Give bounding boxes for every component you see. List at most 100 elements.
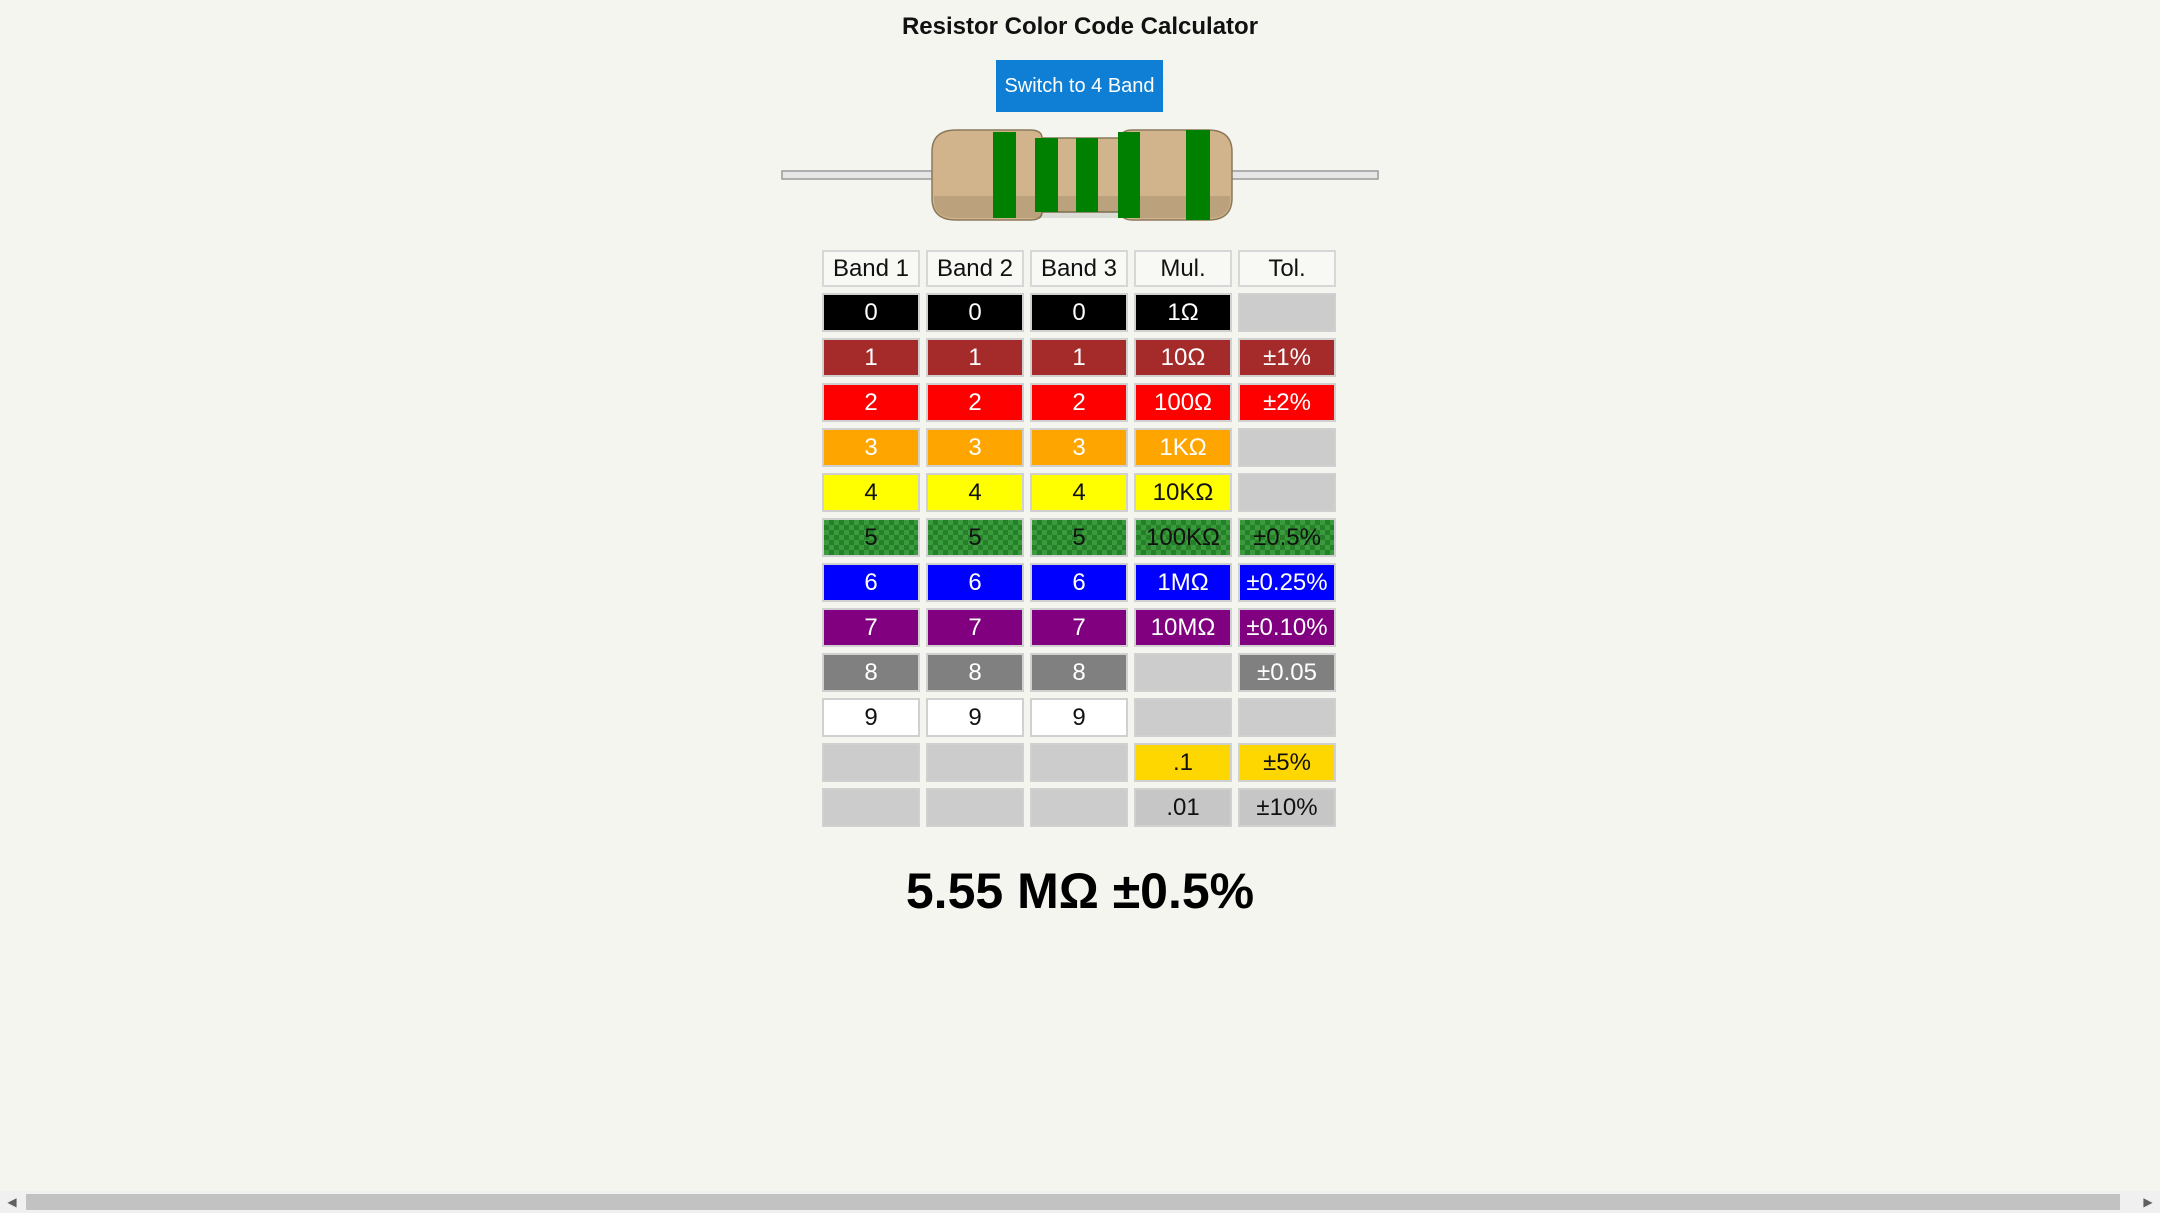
tolerance-option-red[interactable]: ±2% xyxy=(1238,383,1336,422)
band-3-option-yellow[interactable]: 4 xyxy=(1030,473,1128,512)
band-1-option-yellow[interactable]: 4 xyxy=(822,473,920,512)
band-table-body: 0 0 0 1Ω 1 1 1 10Ω ±1% 2 2 2 100Ω ±2% 3 3 3 1KΩ 4 4 4 10KΩ 5 5 5… xyxy=(822,293,1336,827)
band-1-option-red[interactable]: 2 xyxy=(822,383,920,422)
band-cell: 10Ω xyxy=(1134,338,1232,377)
band-2-option-black[interactable]: 0 xyxy=(926,293,1024,332)
band-1-option-brown[interactable]: 1 xyxy=(822,338,920,377)
resistor-band-1 xyxy=(993,132,1016,218)
scroll-right-arrow-icon[interactable]: ▶ xyxy=(2143,1195,2153,1209)
band-row: .01 ±10% xyxy=(822,788,1336,827)
tolerance-option-gray[interactable]: ±0.05 xyxy=(1238,653,1336,692)
band-3-option-red[interactable]: 2 xyxy=(1030,383,1128,422)
band-3-option-orange[interactable]: 3 xyxy=(1030,428,1128,467)
band-3-option-violet[interactable]: 7 xyxy=(1030,608,1128,647)
resistance-result: 5.55 MΩ ±0.5% xyxy=(905,863,1255,919)
band-1-option-orange[interactable]: 3 xyxy=(822,428,920,467)
band-1-option-violet[interactable]: 7 xyxy=(822,608,920,647)
scroll-left-arrow-icon[interactable]: ◀ xyxy=(7,1195,17,1209)
column-header: Tol. xyxy=(1238,250,1336,287)
band-3-option-gray[interactable]: 8 xyxy=(1030,653,1128,692)
band-2-option-red[interactable]: 2 xyxy=(926,383,1024,422)
band-cell xyxy=(926,788,1024,827)
band-cell: 1 xyxy=(926,338,1024,377)
band-cell: 5 xyxy=(822,518,920,557)
band-2-option-gray[interactable]: 8 xyxy=(926,653,1024,692)
switch-band-mode-button[interactable]: Switch to 4 Band xyxy=(996,60,1163,112)
band-cell: 2 xyxy=(822,383,920,422)
resistor-band-4 xyxy=(1118,132,1140,218)
multiplier-option-silver[interactable]: .01 xyxy=(1134,788,1232,827)
multiplier-option-yellow[interactable]: 10KΩ xyxy=(1134,473,1232,512)
scrollbar-thumb[interactable] xyxy=(26,1194,2120,1210)
band-cell: 8 xyxy=(822,653,920,692)
resistor-band-2 xyxy=(1035,138,1058,212)
band-2-option-white[interactable]: 9 xyxy=(926,698,1024,737)
band-2-option-violet[interactable]: 7 xyxy=(926,608,1024,647)
resistor-illustration xyxy=(781,129,1379,221)
band-1-option-white[interactable]: 9 xyxy=(822,698,920,737)
empty-cell xyxy=(822,788,920,827)
tolerance-option-silver[interactable]: ±10% xyxy=(1238,788,1336,827)
band-row: 2 2 2 100Ω ±2% xyxy=(822,383,1336,422)
band-1-option-gray[interactable]: 8 xyxy=(822,653,920,692)
empty-cell xyxy=(926,743,1024,782)
band-2-option-yellow[interactable]: 4 xyxy=(926,473,1024,512)
band-cell: 10KΩ xyxy=(1134,473,1232,512)
band-3-option-black[interactable]: 0 xyxy=(1030,293,1128,332)
empty-cell xyxy=(1134,653,1232,692)
bottom-edge xyxy=(0,1213,2160,1217)
band-cell: 1Ω xyxy=(1134,293,1232,332)
multiplier-option-orange[interactable]: 1KΩ xyxy=(1134,428,1232,467)
band-3-option-brown[interactable]: 1 xyxy=(1030,338,1128,377)
band-cell: 1 xyxy=(1030,338,1128,377)
band-cell: 6 xyxy=(822,563,920,602)
band-2-option-blue[interactable]: 6 xyxy=(926,563,1024,602)
band-cell: 1KΩ xyxy=(1134,428,1232,467)
band-3-option-green[interactable]: 5 xyxy=(1030,518,1128,557)
band-cell: 3 xyxy=(926,428,1024,467)
band-cell: ±10% xyxy=(1238,788,1336,827)
tolerance-option-violet[interactable]: ±0.10% xyxy=(1238,608,1336,647)
band-3-option-white[interactable]: 9 xyxy=(1030,698,1128,737)
multiplier-option-violet[interactable]: 10MΩ xyxy=(1134,608,1232,647)
band-cell: 3 xyxy=(822,428,920,467)
multiplier-option-black[interactable]: 1Ω xyxy=(1134,293,1232,332)
band-cell: 7 xyxy=(1030,608,1128,647)
band-1-option-black[interactable]: 0 xyxy=(822,293,920,332)
horizontal-scrollbar[interactable]: ◀ ▶ xyxy=(0,1191,2160,1213)
band-header-row: Band 1 Band 2 Band 3 Mul. Tol. xyxy=(822,250,1336,287)
empty-cell xyxy=(1238,473,1336,512)
resistor-lead-left xyxy=(781,170,933,180)
band-row: 6 6 6 1MΩ ±0.25% xyxy=(822,563,1336,602)
band-2-option-brown[interactable]: 1 xyxy=(926,338,1024,377)
band-2-option-orange[interactable]: 3 xyxy=(926,428,1024,467)
band-cell: ±0.25% xyxy=(1238,563,1336,602)
tolerance-option-gold[interactable]: ±5% xyxy=(1238,743,1336,782)
band-cell: 4 xyxy=(926,473,1024,512)
multiplier-option-blue[interactable]: 1MΩ xyxy=(1134,563,1232,602)
band-row: 1 1 1 10Ω ±1% xyxy=(822,338,1336,377)
band-cell: 1 xyxy=(822,338,920,377)
band-cell: ±5% xyxy=(1238,743,1336,782)
multiplier-option-brown[interactable]: 10Ω xyxy=(1134,338,1232,377)
band-cell: 0 xyxy=(822,293,920,332)
band-row: 7 7 7 10MΩ ±0.10% xyxy=(822,608,1336,647)
multiplier-option-red[interactable]: 100Ω xyxy=(1134,383,1232,422)
tolerance-option-brown[interactable]: ±1% xyxy=(1238,338,1336,377)
band-row: 5 5 5 100KΩ ±0.5% xyxy=(822,518,1336,557)
band-1-option-blue[interactable]: 6 xyxy=(822,563,920,602)
tolerance-option-blue[interactable]: ±0.25% xyxy=(1238,563,1336,602)
band-cell: .1 xyxy=(1134,743,1232,782)
multiplier-option-gold[interactable]: .1 xyxy=(1134,743,1232,782)
multiplier-option-green[interactable]: 100KΩ xyxy=(1134,518,1232,557)
tolerance-option-green[interactable]: ±0.5% xyxy=(1238,518,1336,557)
band-cell: 6 xyxy=(1030,563,1128,602)
empty-cell xyxy=(1134,698,1232,737)
resistor-band-3 xyxy=(1076,138,1098,212)
band-row: 8 8 8 ±0.05 xyxy=(822,653,1336,692)
band-1-option-green[interactable]: 5 xyxy=(822,518,920,557)
band-cell: 0 xyxy=(1030,293,1128,332)
band-3-option-blue[interactable]: 6 xyxy=(1030,563,1128,602)
band-2-option-green[interactable]: 5 xyxy=(926,518,1024,557)
